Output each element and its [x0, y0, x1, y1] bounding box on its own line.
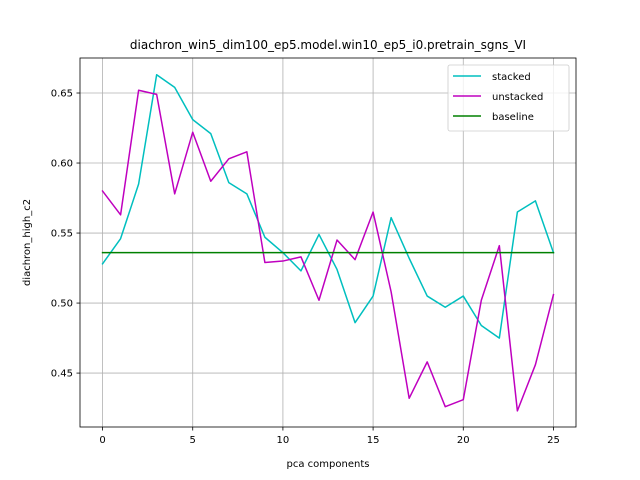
legend-label-unstacked: unstacked	[492, 92, 543, 103]
y-axis-label: diachron_high_c2	[22, 199, 33, 286]
y-tick-label: 0.50	[51, 299, 73, 310]
y-tick-label: 0.55	[51, 229, 73, 240]
x-tick-label: 0	[99, 435, 105, 446]
legend: stacked unstacked baseline	[447, 64, 570, 132]
chart-title: diachron_win5_dim100_ep5.model.win10_ep5…	[130, 38, 526, 52]
series-lines	[101, 74, 555, 412]
y-tick-label: 0.65	[51, 89, 73, 100]
series-line-unstacked	[101, 89, 555, 412]
legend-label-stacked: stacked	[492, 72, 531, 83]
legend-frame	[447, 64, 570, 132]
y-tick-label: 0.60	[51, 159, 73, 170]
plot-frame	[79, 57, 577, 428]
x-tick-label: 20	[457, 435, 470, 446]
y-tick-label: 0.45	[51, 369, 73, 380]
x-tick-label: 10	[277, 435, 290, 446]
axis-ticks: 0 5 10 15 20 25 0.45 0.50 0.55 0.60 0.65	[51, 89, 560, 446]
x-axis-label: pca components	[287, 459, 370, 470]
x-tick-label: 25	[547, 435, 560, 446]
x-tick-label: 5	[190, 435, 196, 446]
x-tick-label: 15	[367, 435, 380, 446]
legend-label-baseline: baseline	[492, 112, 534, 123]
